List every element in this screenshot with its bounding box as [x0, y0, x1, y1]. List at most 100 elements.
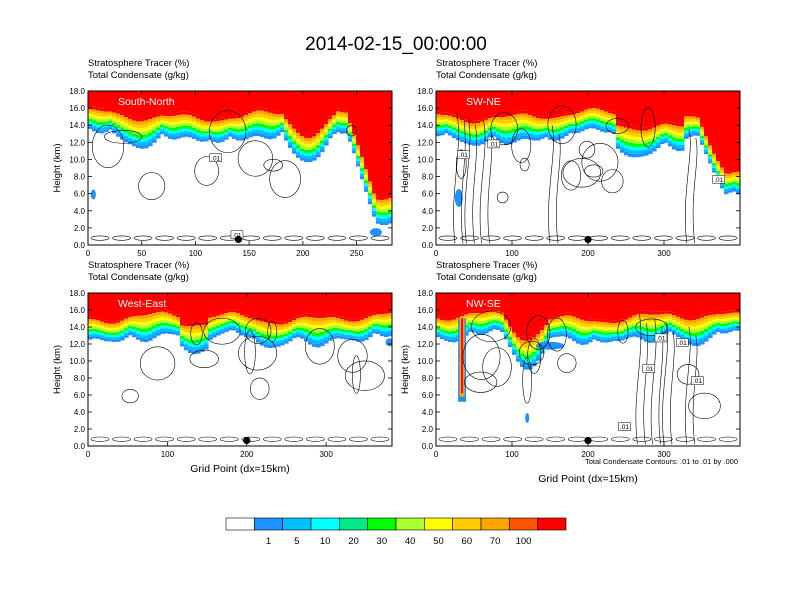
tracer-shade	[592, 325, 597, 329]
tracer-shade	[636, 91, 641, 128]
y-tick-label: 10.0	[417, 357, 433, 366]
tracer-shade	[636, 133, 641, 138]
tracer-shade	[180, 322, 185, 326]
tracer-shade	[216, 129, 221, 133]
tracer-shade	[104, 91, 109, 110]
tracer-shade	[604, 329, 609, 333]
tracer-shade	[612, 119, 617, 122]
tracer-shade	[548, 131, 553, 135]
tracer-shade	[720, 172, 725, 176]
y-tick-label: 8.0	[74, 374, 86, 383]
tracer-shade	[708, 147, 713, 150]
tracer-shade	[216, 318, 221, 321]
tracer-shade	[516, 337, 521, 341]
tracer-shade	[280, 321, 285, 325]
tracer-shade	[548, 126, 553, 130]
tracer-shade	[500, 329, 505, 332]
tracer-shade	[340, 122, 345, 126]
tracer-shade	[340, 326, 345, 329]
condensate-contour	[464, 371, 498, 393]
tracer-shade	[224, 310, 229, 314]
tracer-shade	[220, 324, 225, 327]
tracer-shade	[108, 122, 113, 126]
tracer-shade	[128, 131, 133, 135]
tracer-shade	[504, 322, 509, 325]
tracer-shade	[168, 331, 173, 334]
tracer-shade	[212, 121, 217, 125]
tracer-shade	[504, 134, 509, 138]
tracer-shade	[508, 137, 513, 141]
tracer-shade	[256, 326, 261, 329]
tracer-shade	[588, 123, 593, 126]
tracer-shade	[560, 331, 565, 334]
tracer-shade	[300, 314, 305, 318]
tracer-shade	[184, 338, 189, 342]
condensate-contour	[718, 235, 738, 241]
tracer-shade	[624, 331, 629, 335]
tracer-shade	[376, 326, 381, 330]
tracer-shade	[280, 324, 285, 328]
tracer-shade	[684, 322, 689, 326]
x-tick-label: 300	[657, 450, 671, 459]
tracer-shade	[620, 136, 625, 140]
tracer-shade	[636, 334, 641, 338]
tracer-shade	[356, 145, 361, 148]
tracer-shade	[736, 91, 740, 170]
tracer-shade	[704, 328, 709, 333]
tracer-shade	[568, 321, 573, 325]
tracer-shade	[716, 327, 721, 330]
tracer-shade	[472, 330, 477, 333]
tracer-shade	[544, 338, 549, 341]
tracer-shade	[448, 115, 453, 119]
tracer-shade	[468, 136, 473, 140]
tracer-shade	[496, 293, 501, 310]
y-axis-label: Height (km)	[400, 143, 411, 192]
y-tick-label: 10.0	[69, 155, 85, 164]
tracer-shade	[252, 123, 257, 127]
variable-header: Total Condensate (g/kg)	[88, 272, 189, 283]
tracer-shade	[496, 114, 501, 118]
tracer-shade	[148, 330, 153, 335]
tracer-shade	[624, 334, 629, 337]
tracer-shade	[284, 341, 289, 344]
tracer-shade	[592, 120, 597, 124]
tracer-shade	[728, 324, 733, 328]
tracer-shade	[452, 130, 457, 133]
tracer-shade	[192, 343, 197, 348]
tracer-shade	[204, 126, 209, 129]
tracer-shade	[196, 132, 201, 136]
tracer-shade	[160, 320, 165, 323]
tracer-shade	[328, 337, 333, 341]
tracer-shade	[556, 117, 561, 121]
tracer-shade	[600, 120, 605, 124]
tracer-shade	[268, 122, 273, 127]
tracer-shade	[136, 321, 141, 325]
tracer-shade	[604, 334, 609, 338]
tracer-shade	[480, 121, 485, 125]
tracer-shade	[320, 140, 325, 144]
tracer-shade	[552, 129, 557, 133]
tracer-shade	[276, 116, 281, 120]
tracer-shade	[316, 91, 321, 131]
tracer-shade	[484, 138, 489, 142]
tracer-shade	[488, 118, 493, 121]
tracer-shade	[340, 319, 345, 322]
tracer-shade	[624, 144, 629, 149]
y-tick-label: 10.0	[69, 357, 85, 366]
tracer-shade	[216, 293, 221, 314]
tracer-shade	[684, 130, 689, 134]
tracer-shade	[204, 91, 209, 119]
tracer-shade	[612, 329, 617, 332]
tracer-shade	[196, 321, 201, 326]
condensate-contour	[464, 116, 471, 244]
tracer-shade	[372, 199, 377, 203]
tracer-shade	[356, 331, 361, 334]
tracer-shade	[488, 319, 493, 322]
tracer-shade	[388, 330, 392, 334]
tracer-shade	[644, 338, 649, 342]
tracer-shade	[260, 127, 265, 131]
tracer-shade	[360, 333, 365, 337]
tracer-shade	[272, 113, 277, 117]
tracer-shade	[520, 113, 525, 117]
